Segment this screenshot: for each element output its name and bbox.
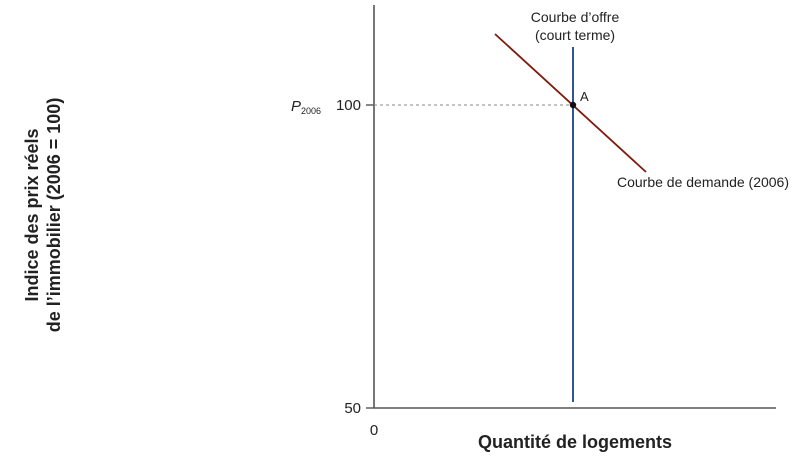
p2006-label-main: P: [291, 98, 301, 115]
point-a-marker: [569, 101, 577, 109]
y-axis-title-line2: de l’immobilier (2006 = 100): [44, 98, 64, 333]
supply-label-line2: (court terme): [535, 27, 615, 43]
supply-label-line1: Courbe d’offre: [531, 9, 620, 25]
point-a-label: A: [580, 89, 589, 104]
demand-label: Courbe de demande (2006): [617, 174, 789, 190]
p2006-label-subscript: 2006: [301, 106, 321, 116]
y-axis-title: Indice des prix réels de l’immobilier (2…: [22, 98, 64, 333]
x-axis-title: Quantité de logements: [478, 432, 672, 452]
origin-label: 0: [370, 422, 378, 439]
y-tick-100-label: 100: [336, 97, 361, 114]
y-tick-50-label: 50: [344, 400, 361, 417]
p2006-label: P2006: [291, 98, 321, 116]
y-axis-title-line1: Indice des prix réels: [22, 128, 42, 301]
demand-curve: [494, 33, 647, 173]
